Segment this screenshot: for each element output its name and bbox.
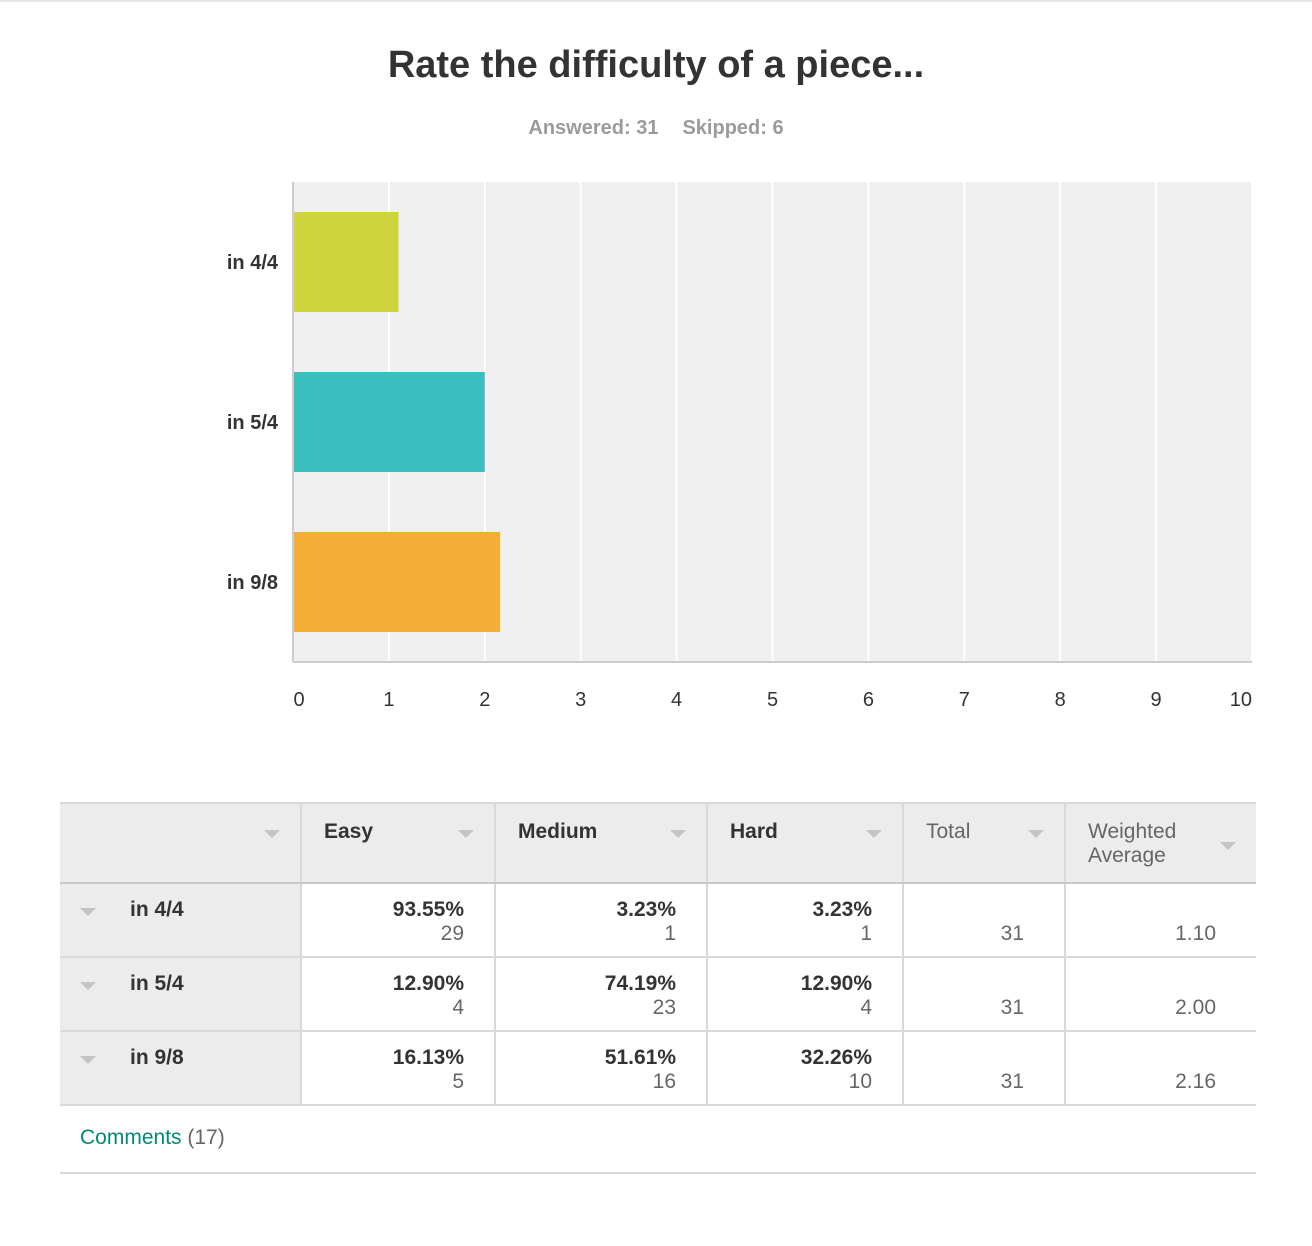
- row-label[interactable]: in 9/8: [60, 1031, 302, 1106]
- cell-percent: 74.19%: [604, 972, 676, 995]
- table-cell: 32.26% 10: [707, 1031, 904, 1106]
- table-cell: 12.90% 4: [301, 957, 496, 1032]
- cell-count: 16: [652, 1070, 676, 1093]
- table-cell: 93.55% 29: [301, 883, 496, 958]
- cell-count: 5: [452, 1070, 464, 1093]
- table-row: in 9/8 16.13% 5 51.61% 16 32.26% 10 31 2.16: [60, 1031, 1256, 1106]
- cell-count: 29: [440, 922, 464, 945]
- x-tick-label: 6: [863, 689, 874, 711]
- table-cell: 12.90% 4: [707, 957, 904, 1032]
- comments-footer: Comments (17): [60, 1104, 1256, 1174]
- category-label: in 4/4: [227, 252, 279, 274]
- expand-caret-icon[interactable]: [80, 1056, 96, 1064]
- bar: [294, 532, 501, 632]
- row-label[interactable]: in 5/4: [60, 957, 302, 1032]
- x-tick-label: 3: [575, 689, 586, 711]
- x-tick-label: 4: [671, 689, 682, 711]
- x-tick-label: 8: [1055, 689, 1066, 711]
- table-row: in 4/4 93.55% 29 3.23% 1 3.23% 1 31 1.10: [60, 883, 1256, 958]
- cell-count: 10: [848, 1070, 872, 1093]
- table-cell: 51.61% 16: [495, 1031, 708, 1106]
- row-total: 31: [903, 883, 1066, 958]
- row-weighted-average: 1.10: [1065, 883, 1256, 958]
- cell-percent: 3.23%: [616, 898, 676, 921]
- row-total: 31: [903, 1031, 1066, 1106]
- expand-caret-icon[interactable]: [80, 982, 96, 990]
- category-label: in 5/4: [227, 412, 279, 434]
- x-tick-label: 0: [293, 689, 304, 711]
- comments-link[interactable]: Comments: [80, 1126, 182, 1149]
- bar: [294, 212, 399, 312]
- sort-caret-icon[interactable]: [670, 830, 686, 838]
- sort-caret-icon[interactable]: [458, 830, 474, 838]
- column-header-total[interactable]: Total: [903, 803, 1066, 884]
- column-header-medium[interactable]: Medium: [495, 803, 708, 884]
- x-tick-label: 7: [959, 689, 970, 711]
- cell-percent: 12.90%: [800, 972, 872, 995]
- bar-chart: 0 1 2 3 4 5 6 7 8 9 10 in 4/4 in 5/4 in 9/8: [227, 182, 1253, 711]
- sort-caret-icon[interactable]: [866, 830, 882, 838]
- sort-caret-icon[interactable]: [264, 830, 280, 838]
- category-label: in 9/8: [227, 572, 278, 594]
- x-tick-label: 2: [479, 689, 490, 711]
- cell-count: 1: [860, 922, 872, 945]
- cell-percent: 12.90%: [392, 972, 464, 995]
- results-table: Easy Medium Hard Total Weighted Average …: [60, 802, 1256, 1106]
- x-tick-label: 10: [1230, 689, 1252, 711]
- table-header-row: Easy Medium Hard Total Weighted Average: [60, 803, 1256, 884]
- column-header-hard[interactable]: Hard: [707, 803, 904, 884]
- row-total: 31: [903, 957, 1066, 1032]
- row-label[interactable]: in 4/4: [60, 883, 302, 958]
- sort-caret-icon[interactable]: [1220, 842, 1236, 850]
- x-tick-label: 1: [383, 689, 394, 711]
- cell-percent: 16.13%: [392, 1046, 464, 1069]
- x-tick-label: 5: [767, 689, 778, 711]
- cell-count: 1: [664, 922, 676, 945]
- cell-count: 4: [452, 996, 464, 1019]
- cell-count: 23: [652, 996, 676, 1019]
- response-summary: Answered: 31 Skipped: 6: [0, 117, 1312, 140]
- cell-count: 4: [860, 996, 872, 1019]
- x-tick-label: 9: [1151, 689, 1162, 711]
- table-row: in 5/4 12.90% 4 74.19% 23 12.90% 4 31 2.00: [60, 957, 1256, 1032]
- skipped-count: Skipped: 6: [682, 117, 784, 139]
- row-weighted-average: 2.16: [1065, 1031, 1256, 1106]
- expand-caret-icon[interactable]: [80, 908, 96, 916]
- bar: [294, 372, 485, 472]
- comments-count: (17): [187, 1126, 225, 1149]
- table-cell: 3.23% 1: [495, 883, 708, 958]
- cell-percent: 32.26%: [800, 1046, 872, 1069]
- row-weighted-average: 2.00: [1065, 957, 1256, 1032]
- table-cell: 3.23% 1: [707, 883, 904, 958]
- table-cell: 74.19% 23: [495, 957, 708, 1032]
- row-label-header[interactable]: [60, 803, 302, 884]
- cell-percent: 3.23%: [812, 898, 872, 921]
- cell-percent: 93.55%: [392, 898, 464, 921]
- column-header-weighted-average[interactable]: Weighted Average: [1065, 803, 1256, 884]
- sort-caret-icon[interactable]: [1028, 830, 1044, 838]
- table-cell: 16.13% 5: [301, 1031, 496, 1106]
- question-title: Rate the difficulty of a piece...: [387, 44, 925, 86]
- cell-percent: 51.61%: [604, 1046, 676, 1069]
- answered-count: Answered: 31: [528, 117, 659, 139]
- column-header-easy[interactable]: Easy: [301, 803, 496, 884]
